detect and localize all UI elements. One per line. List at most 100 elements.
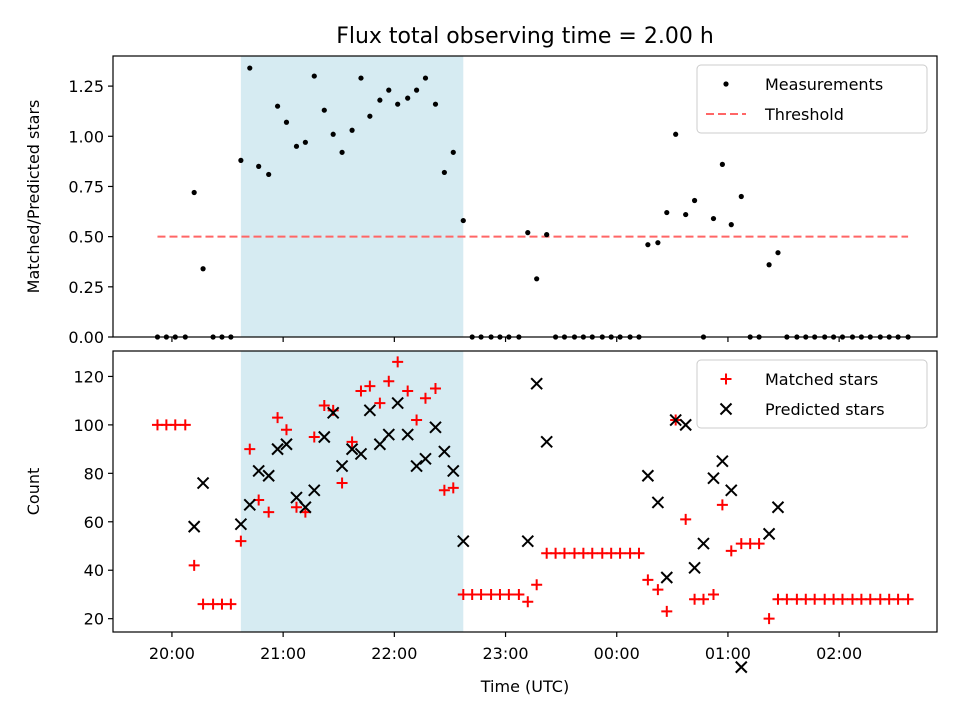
measurement-point bbox=[191, 189, 197, 196]
predicted-stars-point bbox=[641, 469, 655, 482]
measurement-point bbox=[432, 101, 439, 107]
predicted-stars-point bbox=[326, 406, 340, 419]
observing-window bbox=[240, 351, 464, 632]
matched-stars-point bbox=[809, 593, 821, 605]
matched-stars-point bbox=[429, 383, 441, 395]
legend-label: Measurements bbox=[765, 75, 883, 94]
predicted-stars-point bbox=[669, 413, 682, 427]
measurement-point bbox=[200, 266, 206, 272]
predicted-stars-point bbox=[196, 476, 210, 490]
measurement-point bbox=[775, 250, 781, 256]
predicted-stars-point bbox=[651, 496, 665, 509]
matched-stars-point bbox=[336, 477, 348, 489]
matched-stars-point bbox=[661, 605, 673, 617]
predicted-stars-point bbox=[521, 534, 534, 548]
predicted-stars-point bbox=[280, 438, 293, 451]
predicted-stars-point bbox=[354, 447, 368, 461]
predicted-stars-point bbox=[382, 428, 395, 441]
matched-stars-point bbox=[586, 547, 598, 559]
matched-stars-point bbox=[235, 535, 247, 547]
predicted-stars-point bbox=[391, 396, 404, 410]
matched-stars-point bbox=[419, 392, 431, 404]
matched-stars-point bbox=[642, 574, 654, 586]
predicted-stars-point bbox=[725, 484, 738, 497]
predicted-stars-point bbox=[419, 452, 432, 466]
matched-stars-point bbox=[716, 499, 728, 511]
matched-stars-point bbox=[680, 513, 692, 525]
measurement-point bbox=[719, 161, 725, 167]
measurement-point bbox=[266, 171, 272, 178]
matched-stars-point bbox=[318, 400, 330, 412]
measurement-point bbox=[460, 217, 466, 224]
measurement-point bbox=[302, 139, 308, 145]
measurement-point bbox=[691, 197, 698, 204]
predicted-stars-point bbox=[345, 442, 359, 456]
measurement-point bbox=[645, 242, 651, 248]
predicted-stars-point bbox=[271, 442, 284, 456]
matched-stars-point bbox=[169, 419, 181, 431]
measurement-point bbox=[283, 119, 290, 125]
predicted-stars-point bbox=[335, 459, 349, 473]
y-axis-label: Count bbox=[24, 468, 43, 516]
x-tick-label: 00:00 bbox=[594, 644, 640, 663]
legend-marker-matched bbox=[720, 373, 732, 385]
y-tick-label: 80 bbox=[84, 464, 104, 483]
predicted-stars-point bbox=[707, 471, 720, 485]
y-tick-label: 0.50 bbox=[68, 228, 104, 247]
x-tick-label: 21:00 bbox=[260, 644, 306, 663]
matched-stars-point bbox=[503, 588, 515, 600]
matched-stars-point bbox=[633, 547, 645, 559]
legend-marker-measurements bbox=[723, 81, 729, 87]
legend: Matched stars Predicted stars bbox=[696, 359, 928, 429]
measurement-point bbox=[655, 240, 661, 246]
x-axis-label: Time (UTC) bbox=[480, 677, 569, 696]
matched-stars-point bbox=[707, 588, 719, 600]
measurement-point bbox=[321, 107, 327, 113]
matched-stars-point bbox=[836, 593, 848, 605]
matched-stars-point bbox=[781, 593, 793, 605]
matched-stars-point bbox=[179, 419, 191, 431]
measurement-point bbox=[766, 262, 772, 268]
predicted-stars-point bbox=[762, 527, 776, 541]
measurement-point bbox=[544, 232, 550, 238]
measurement-point bbox=[683, 211, 689, 218]
predicted-stars-point bbox=[252, 464, 265, 478]
legend-box bbox=[696, 64, 928, 134]
matched-stars-point bbox=[652, 584, 664, 596]
y-tick-label: 1.00 bbox=[68, 127, 104, 146]
matched-stars-point bbox=[346, 436, 358, 448]
matched-stars-point bbox=[383, 375, 395, 387]
legend-label: Predicted stars bbox=[765, 400, 885, 419]
measurement-point bbox=[238, 157, 244, 163]
y-tick-label: 1.25 bbox=[68, 77, 104, 96]
matched-stars-point bbox=[374, 397, 386, 409]
y-tick-label: 0.00 bbox=[68, 328, 104, 347]
matched-stars-point bbox=[763, 613, 775, 625]
measurement-point bbox=[673, 131, 679, 137]
measurement-point bbox=[256, 163, 262, 169]
axes-frame bbox=[112, 350, 938, 633]
measurement-point bbox=[358, 75, 364, 81]
observing-window bbox=[240, 56, 464, 337]
measurement-point bbox=[450, 149, 456, 155]
matched-stars-point bbox=[197, 598, 209, 610]
legend-box bbox=[696, 359, 928, 429]
predicted-stars-point bbox=[308, 484, 321, 497]
matched-stars-point bbox=[531, 579, 543, 591]
y-tick-label: 120 bbox=[73, 367, 104, 386]
predicted-stars-point bbox=[410, 459, 423, 473]
axes-frame bbox=[112, 55, 938, 338]
predicted-stars-point bbox=[290, 491, 303, 504]
measurement-point bbox=[728, 222, 734, 228]
measurement-point bbox=[386, 87, 392, 93]
matched-stars-point bbox=[411, 414, 423, 426]
measurement-point bbox=[534, 276, 540, 282]
matched-stars-point bbox=[355, 385, 367, 397]
matched-stars-point bbox=[902, 593, 914, 605]
x-tick-label: 23:00 bbox=[482, 644, 528, 663]
measurement-point bbox=[247, 65, 253, 71]
y-axis-label: Matched/Predicted stars bbox=[24, 100, 43, 294]
x-tick-label: 22:00 bbox=[371, 644, 417, 663]
y-tick-label: 0.75 bbox=[68, 177, 104, 196]
